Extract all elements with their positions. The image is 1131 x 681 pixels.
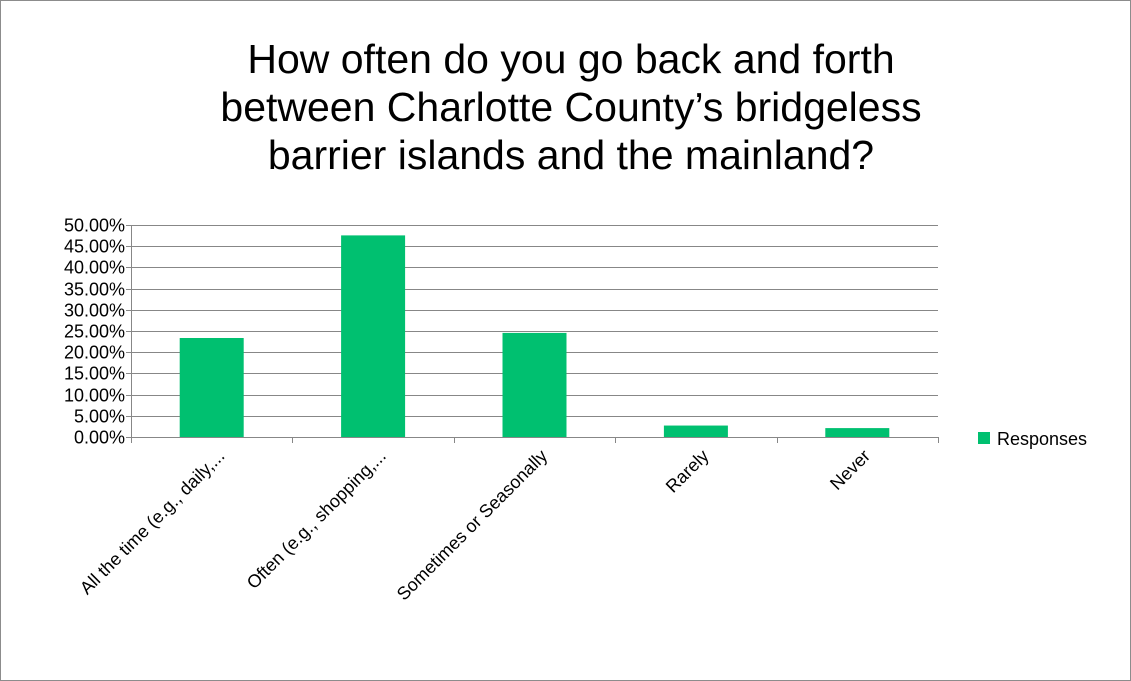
bar[interactable]	[179, 337, 244, 437]
y-tick-label: 45.00%	[64, 237, 125, 257]
chart-title-line: How often do you go back and forth	[247, 36, 895, 82]
bars	[179, 235, 890, 437]
y-tick-label: 10.00%	[64, 386, 125, 406]
y-tick-label: 40.00%	[64, 258, 125, 278]
y-tick-labels: 0.00%5.00%10.00%15.00%20.00%25.00%30.00%…	[64, 216, 125, 448]
chart-title: How often do you go back and forth betwe…	[101, 35, 1041, 179]
y-tick-label: 5.00%	[74, 407, 125, 427]
bar[interactable]	[825, 428, 890, 437]
y-tick-label: 30.00%	[64, 301, 125, 321]
x-tick-label: Never	[826, 446, 874, 494]
y-tick-label: 25.00%	[64, 322, 125, 342]
chart-title-line: between Charlotte County’s bridgeless	[220, 84, 922, 130]
x-tick-label: Sometimes or Seasonally	[393, 446, 551, 604]
legend-label: Responses	[997, 429, 1087, 449]
bar[interactable]	[663, 425, 728, 437]
y-tick-label: 0.00%	[74, 428, 125, 448]
y-tick-label: 35.00%	[64, 280, 125, 300]
chart-title-line: barrier islands and the mainland?	[267, 132, 875, 178]
bar[interactable]	[341, 235, 406, 437]
bar[interactable]	[502, 332, 567, 437]
y-tick-label: 15.00%	[64, 364, 125, 384]
y-tick-label: 20.00%	[64, 343, 125, 363]
legend-swatch	[978, 432, 990, 444]
x-tick-label: Rarely	[662, 446, 713, 497]
legend[interactable]: Responses	[978, 429, 1087, 449]
axes	[126, 225, 939, 443]
x-tick-label: All the time (e.g., daily,...	[76, 446, 229, 599]
x-tick-label: Often (e.g., shopping,...	[243, 446, 390, 593]
x-tick-labels: All the time (e.g., daily,... Often (e.g.…	[76, 446, 874, 604]
y-tick-label: 50.00%	[64, 216, 125, 236]
